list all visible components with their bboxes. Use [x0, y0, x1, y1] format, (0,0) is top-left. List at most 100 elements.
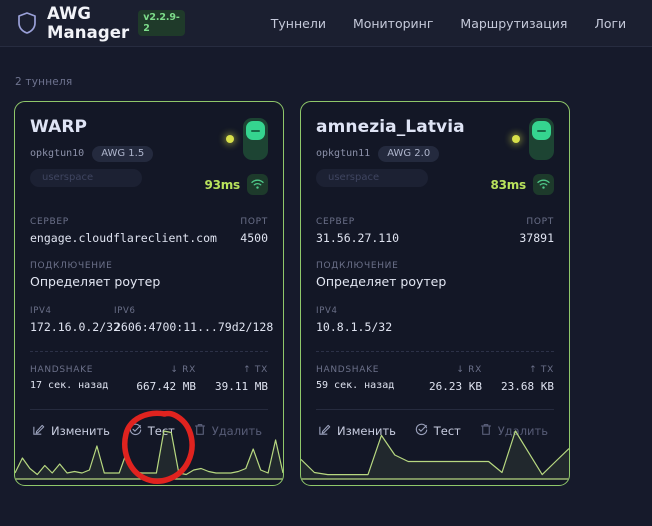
- tunnel-name: WARP: [30, 117, 88, 137]
- interface-id: opkgtun11: [316, 148, 371, 160]
- port-label: ПОРТ: [240, 217, 268, 227]
- trash-icon: [480, 423, 492, 439]
- card-actions: Изменить Тест: [316, 410, 554, 439]
- edit-button[interactable]: Изменить: [318, 423, 396, 439]
- mode-badge: userspace: [30, 169, 142, 187]
- delete-button[interactable]: Удалить: [194, 423, 262, 439]
- ipv4-label: IPV4: [316, 306, 338, 316]
- enable-toggle[interactable]: [529, 118, 554, 160]
- latency-value: 83ms: [490, 177, 526, 192]
- top-navbar: AWG Manager v2.2.9-2 Туннели Мониторинг …: [0, 0, 652, 47]
- check-circle-icon: [415, 423, 428, 439]
- protocol-badge: AWG 1.5: [92, 145, 154, 163]
- toggle-knob: [532, 121, 551, 140]
- ipv4-label: IPV4: [30, 306, 52, 316]
- connection-value: Определяет роутер: [316, 274, 447, 289]
- test-button[interactable]: Тест: [415, 423, 461, 439]
- connection-label: ПОДКЛЮЧЕНИЕ: [30, 261, 113, 271]
- handshake-label: HANDSHAKE: [316, 365, 380, 375]
- nav-item-tunnels[interactable]: Туннели: [270, 15, 326, 31]
- mode-badge: userspace: [316, 169, 428, 187]
- server-value: engage.cloudflareclient.com: [30, 231, 217, 245]
- ip-block: IPV4 10.8.1.5/32: [316, 306, 554, 334]
- tx-value: 39.11 MB: [215, 380, 268, 393]
- page-body: 2 туннеля WARP opkgtun10 AWG 1.5 userspa…: [0, 47, 652, 486]
- wifi-icon: [533, 174, 554, 195]
- wifi-icon: [247, 174, 268, 195]
- edit-button[interactable]: Изменить: [32, 423, 110, 439]
- server-value: 31.56.27.110: [316, 231, 400, 245]
- tunnel-meta: opkgtun11 AWG 2.0: [316, 145, 465, 163]
- connection-value: Определяет роутер: [30, 274, 161, 289]
- status-dot: [226, 135, 234, 143]
- nav-links: Туннели Мониторинг Маршрутизация Логи На…: [271, 16, 652, 31]
- nav-item-routing[interactable]: Маршрутизация: [460, 15, 568, 31]
- ipv6-value: 2606:4700:11...79d2/128: [114, 320, 274, 334]
- traffic-sparkline: [15, 423, 283, 485]
- rx-value: 26.23 KB: [429, 380, 482, 393]
- ip-block: IPV4 172.16.0.2/32 IPV6 2606:4700:11...7…: [30, 306, 273, 334]
- handshake-value: 17 сек. назад: [30, 380, 109, 391]
- delete-label: Удалить: [211, 424, 262, 438]
- toggle-row: [512, 118, 554, 160]
- server-label: СЕРВЕР: [316, 217, 355, 227]
- trash-icon: [194, 423, 206, 439]
- server-label: СЕРВЕР: [30, 217, 69, 227]
- port-value: 4500: [240, 231, 268, 245]
- ipv4-value: 10.8.1.5/32: [316, 320, 393, 334]
- server-block: СЕРВЕР ПОРТ engage.cloudflareclient.com …: [30, 217, 268, 245]
- ipv6-label: IPV6: [114, 306, 136, 316]
- tunnel-card[interactable]: amnezia_Latvia opkgtun11 AWG 2.0 userspa…: [300, 101, 570, 486]
- latency-value: 93ms: [204, 177, 240, 192]
- tx-label: ↑ TX: [243, 365, 268, 375]
- nav-item-monitoring[interactable]: Мониторинг: [352, 15, 434, 31]
- handshake-value: 59 сек. назад: [316, 380, 395, 391]
- latency-row: 93ms: [204, 174, 268, 195]
- port-label: ПОРТ: [526, 217, 554, 227]
- tunnel-card[interactable]: WARP opkgtun10 AWG 1.5 userspace: [14, 101, 284, 486]
- tunnel-name: amnezia_Latvia: [316, 117, 465, 137]
- edit-label: Изменить: [51, 424, 110, 438]
- tx-value: 23.68 KB: [501, 380, 554, 393]
- toggle-row: [226, 118, 268, 160]
- solid-divider: [316, 409, 554, 410]
- edit-label: Изменить: [337, 424, 396, 438]
- status-dot: [512, 135, 520, 143]
- connection-label: ПОДКЛЮЧЕНИЕ: [316, 261, 399, 271]
- tunnel-meta: opkgtun10 AWG 1.5: [30, 145, 154, 163]
- port-value: 37891: [519, 231, 554, 245]
- brand[interactable]: AWG Manager v2.2.9-2: [16, 4, 185, 42]
- stats-header: HANDSHAKE ↓ RX ↑ TX: [30, 365, 268, 375]
- stats-header: HANDSHAKE ↓ RX ↑ TX: [316, 365, 554, 375]
- server-block: СЕРВЕР ПОРТ 31.56.27.110 37891: [316, 217, 554, 245]
- toggle-knob: [246, 121, 265, 140]
- delete-button[interactable]: Удалить: [480, 423, 548, 439]
- stats-values: 17 сек. назад 667.42 MB 39.11 MB: [30, 380, 268, 393]
- rx-value: 667.42 MB: [136, 380, 196, 393]
- rx-label: ↓ RX: [456, 365, 482, 375]
- interface-id: opkgtun10: [30, 148, 85, 160]
- nav-item-logs[interactable]: Логи: [594, 15, 627, 31]
- protocol-badge: AWG 2.0: [378, 145, 440, 163]
- test-label: Тест: [433, 424, 461, 438]
- dashed-divider: [316, 351, 554, 352]
- traffic-sparkline: [301, 423, 569, 485]
- ipv4-value: 172.16.0.2/32: [30, 320, 121, 334]
- enable-toggle[interactable]: [243, 118, 268, 160]
- version-badge: v2.2.9-2: [138, 9, 185, 37]
- pencil-icon: [318, 423, 331, 439]
- shield-icon: [16, 11, 38, 35]
- handshake-label: HANDSHAKE: [30, 365, 94, 375]
- stats-values: 59 сек. назад 26.23 KB 23.68 KB: [316, 380, 554, 393]
- rx-label: ↓ RX: [170, 365, 196, 375]
- dashed-divider: [30, 351, 268, 352]
- delete-label: Удалить: [497, 424, 548, 438]
- card-header: amnezia_Latvia opkgtun11 AWG 2.0 userspa…: [316, 118, 554, 195]
- tx-label: ↑ TX: [529, 365, 554, 375]
- tunnel-count-label: 2 туннеля: [15, 76, 73, 88]
- tunnel-card-list: WARP opkgtun10 AWG 1.5 userspace: [14, 101, 638, 486]
- latency-row: 83ms: [490, 174, 554, 195]
- card-header: WARP opkgtun10 AWG 1.5 userspace: [30, 118, 268, 195]
- solid-divider: [30, 409, 268, 410]
- app-title: AWG Manager: [47, 4, 130, 42]
